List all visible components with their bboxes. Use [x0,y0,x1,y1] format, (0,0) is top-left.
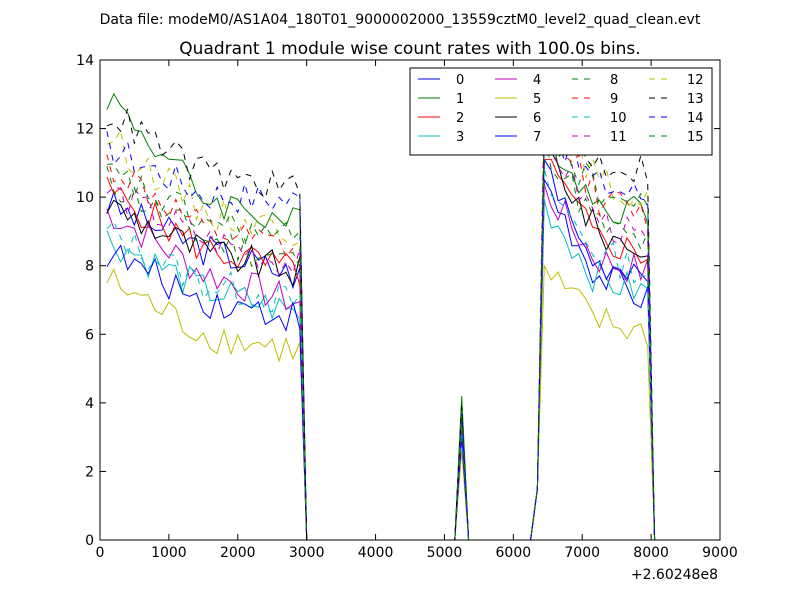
series-line-5 [106,265,656,541]
legend-label: 6 [533,111,541,126]
x-tick-label: 7000 [564,545,600,561]
plot-lines [106,88,656,541]
series-line-10 [106,168,656,541]
x-tick-label: 0 [96,545,105,561]
x-tick-label: 8000 [633,545,669,561]
legend-label: 2 [456,111,464,126]
legend-label: 8 [610,73,618,88]
x-tick-label: 2000 [220,545,256,561]
series-line-11 [106,119,656,541]
legend-label: 4 [533,73,541,88]
legend-label: 13 [687,92,704,107]
legend-label: 14 [687,111,704,126]
legend-label: 11 [610,130,627,145]
legend-label: 12 [687,73,704,88]
y-tick-label: 2 [85,464,94,480]
legend-label: 3 [456,130,464,145]
x-tick-label: 4000 [358,545,394,561]
series-line-7 [106,157,656,541]
plot-frame [99,59,721,541]
x-tick-label: 6000 [496,545,532,561]
x-tick-label: 1000 [151,545,187,561]
x-axis: 0 1000 2000 3000 4000 5000 6000 7000 8000 9000 [96,60,738,561]
x-tick-label: 3000 [289,545,325,561]
series-line-14 [106,131,656,541]
legend-label: 1 [456,92,464,107]
series-line-9 [106,88,656,541]
x-offset-label: +2.60248e8 [631,567,718,583]
y-tick-label: 8 [85,259,94,275]
legend-label: 0 [456,73,464,88]
series-line-12 [106,88,656,541]
series-line-3 [106,199,656,541]
legend-box [409,67,713,156]
series-line-15 [106,140,656,541]
y-tick-label: 10 [76,190,94,206]
series-line-6 [106,136,656,541]
x-tick-label: 9000 [702,545,738,561]
series-line-4 [106,184,656,541]
y-tick-label: 4 [85,396,94,412]
series-line-2 [106,158,656,541]
legend-label: 15 [687,130,704,145]
y-tick-label: 0 [85,533,94,549]
legend-label: 10 [610,111,627,126]
legend-label: 9 [610,92,618,107]
y-tick-label: 12 [76,122,94,138]
series-line-8 [106,130,656,541]
chart-title: Quadrant 1 module wise count rates with … [179,39,640,59]
legend-label: 7 [533,130,541,145]
series-line-1 [106,92,656,541]
series-line-13 [106,97,656,541]
y-tick-label: 6 [85,327,94,343]
legend-label: 5 [533,92,541,107]
x-tick-label: 5000 [427,545,463,561]
y-tick-label: 14 [76,53,94,69]
series-line-0 [106,178,656,541]
data-file-label: Data file: modeM0/AS1A04_180T01_90000020… [100,12,701,28]
